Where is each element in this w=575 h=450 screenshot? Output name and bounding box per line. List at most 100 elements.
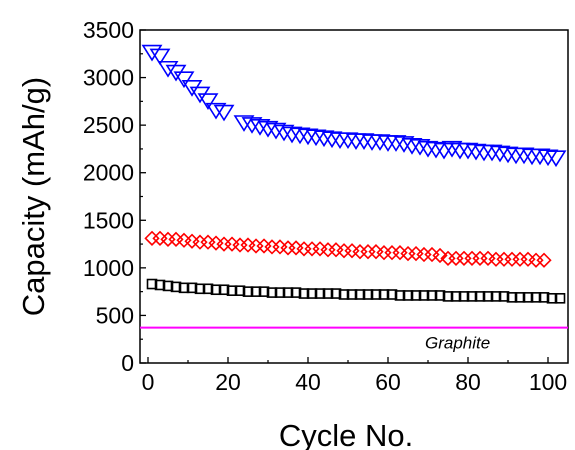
data-point-diamond: [384, 245, 400, 261]
data-point-square: [386, 289, 398, 300]
data-point-square: [170, 281, 182, 293]
data-point-triangle: [241, 117, 263, 134]
data-point-triangle: [369, 134, 391, 151]
data-point-square: [426, 290, 438, 301]
data-point-diamond: [456, 250, 472, 266]
data-point-square: [266, 287, 278, 298]
data-point-triangle: [401, 138, 423, 155]
x-tick-label: 20: [215, 369, 241, 395]
y-tick-label: 500: [96, 302, 134, 328]
y-tick-label: 3500: [83, 17, 134, 43]
data-point-square: [354, 289, 366, 300]
data-point-square: [474, 291, 486, 302]
data-point-triangle: [321, 131, 343, 149]
data-point-triangle: [393, 136, 415, 153]
data-point-square: [242, 286, 254, 297]
data-point-square: [346, 289, 358, 300]
data-point-square: [146, 278, 158, 290]
data-point-square: [322, 288, 334, 299]
x-tick-label: 80: [455, 369, 481, 395]
data-point-square: [194, 283, 206, 295]
data-point-square: [210, 284, 222, 296]
data-point-triangle: [513, 147, 535, 165]
data-point-square: [538, 292, 550, 303]
data-point-square: [434, 290, 446, 301]
data-point-square: [378, 289, 390, 300]
data-point-square: [450, 291, 462, 302]
data-point-square: [314, 288, 326, 299]
data-point-square: [402, 290, 414, 301]
data-point-triangle: [205, 102, 227, 120]
plot-border: [139, 29, 569, 364]
data-point-triangle: [141, 44, 163, 62]
data-point-square: [546, 293, 558, 304]
data-point-square: [154, 279, 166, 291]
data-point-square: [490, 291, 502, 302]
data-point-triangle: [157, 60, 179, 78]
data-point-triangle: [481, 144, 503, 162]
data-point-square: [218, 284, 230, 296]
data-point-triangle: [297, 128, 319, 146]
data-point-square: [530, 292, 542, 303]
data-point-square: [202, 283, 214, 295]
data-point-triangle: [489, 145, 511, 163]
data-point-square: [290, 287, 302, 298]
data-point-square: [498, 291, 510, 302]
data-point-triangle: [409, 138, 431, 156]
data-point-square: [370, 289, 382, 300]
x-tick-label: 0: [142, 369, 155, 395]
y-tick-label: 1000: [83, 255, 134, 281]
x-tick-label: 60: [375, 369, 401, 395]
data-point-square: [410, 290, 422, 301]
data-point-triangle: [497, 146, 519, 164]
data-point-square: [554, 293, 566, 304]
data-point-triangle: [249, 118, 271, 136]
data-point-triangle: [281, 126, 303, 144]
data-point-triangle: [537, 149, 559, 167]
data-point-square: [178, 282, 190, 294]
data-point-square: [306, 288, 318, 299]
data-point-square: [506, 292, 518, 303]
data-point-triangle: [313, 130, 335, 148]
data-point-diamond: [536, 252, 552, 268]
data-point-triangle: [233, 115, 255, 132]
data-point-triangle: [529, 148, 551, 166]
data-point-diamond: [448, 250, 464, 266]
data-point-square: [514, 292, 526, 303]
data-point-square: [298, 288, 310, 299]
plot-frame: [139, 29, 569, 364]
series-diamond: [144, 230, 552, 268]
x-tick-label: 40: [295, 369, 321, 395]
data-point-square: [162, 280, 174, 292]
y-tick-label: 1500: [83, 207, 134, 233]
y-tick-label: 3000: [83, 65, 134, 91]
x-axis-ticks: 0 20 40 60 80 100: [142, 357, 567, 395]
data-point-triangle: [149, 48, 171, 66]
data-point-square: [234, 285, 246, 296]
data-point-square: [186, 282, 198, 294]
data-point-triangle: [197, 93, 219, 111]
graphite-label: Graphite: [425, 334, 490, 353]
data-point-triangle: [257, 120, 279, 138]
series-square: [146, 278, 566, 304]
graphite-reference: Graphite: [140, 326, 568, 353]
data-point-triangle: [289, 127, 311, 145]
data-point-triangle: [417, 140, 439, 158]
data-point-square: [282, 287, 294, 298]
data-point-square: [250, 286, 262, 297]
data-point-triangle: [457, 142, 479, 160]
data-point-diamond: [360, 244, 376, 260]
data-point-diamond: [464, 250, 480, 266]
data-point-diamond: [496, 251, 512, 267]
y-tick-label: 2500: [83, 112, 134, 138]
x-axis-title: Cycle No.: [279, 418, 413, 450]
data-series: [141, 44, 567, 304]
data-point-square: [522, 292, 534, 303]
data-point-square: [458, 291, 470, 302]
data-point-triangle: [465, 143, 487, 161]
y-axis-title: Capacity (mAh/g): [16, 77, 51, 316]
data-point-diamond: [144, 230, 160, 246]
data-point-triangle: [305, 129, 327, 147]
y-tick-label: 0: [121, 350, 134, 376]
